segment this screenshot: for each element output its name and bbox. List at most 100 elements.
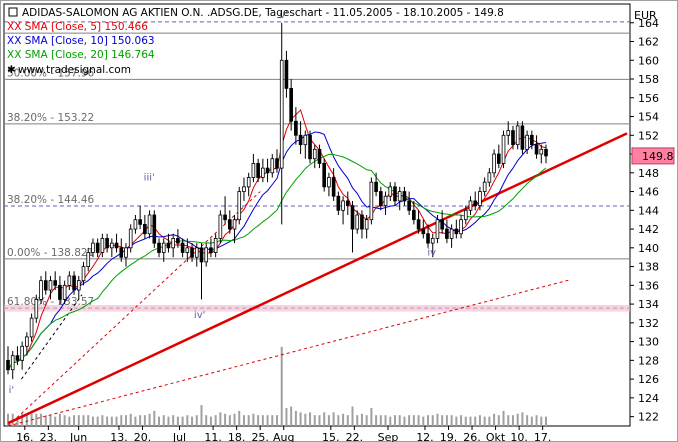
candle: [544, 144, 548, 164]
candle-body: [412, 209, 416, 221]
candle-body: [176, 238, 180, 244]
candle-body: [496, 153, 501, 164]
candle-body: [237, 191, 242, 221]
last-price-marker: [631, 147, 675, 165]
candle-body: [29, 317, 34, 338]
y-tick-label: 142: [638, 223, 659, 236]
x-tick-label: 19.: [440, 431, 458, 442]
candle: [81, 261, 86, 286]
dashed-trendline: [7, 279, 571, 427]
candle-body: [246, 177, 251, 188]
y-tick-label: 160: [638, 54, 659, 67]
candle: [166, 233, 171, 253]
volume-bar: [507, 415, 510, 426]
candle-body: [341, 200, 345, 211]
fib-level-label: 50.00% - 157.96: [7, 67, 95, 79]
candle: [341, 196, 345, 225]
volume-bar: [342, 413, 345, 426]
volume-bar: [450, 415, 453, 426]
candle-body: [501, 134, 506, 164]
candle: [515, 121, 520, 150]
candle-body: [350, 205, 355, 230]
volume-bar: [214, 415, 217, 426]
candle-body: [213, 238, 218, 253]
x-tick-label: 25.: [251, 431, 269, 442]
volume-bar: [441, 415, 444, 426]
candle-body: [10, 355, 15, 371]
volume-bar: [540, 416, 543, 426]
candle: [199, 243, 204, 300]
candle-body: [379, 191, 383, 207]
candle-body: [124, 247, 128, 258]
candle-body: [209, 247, 213, 253]
support-trendline: [7, 132, 628, 425]
volume-bar: [124, 415, 127, 426]
candle: [482, 177, 487, 197]
volume-bar: [96, 416, 99, 426]
volume-bar: [233, 413, 236, 426]
candle-body: [105, 238, 109, 249]
candle: [383, 191, 388, 215]
volume-bar: [294, 410, 297, 426]
volume-bar: [191, 416, 194, 426]
candle: [445, 219, 449, 244]
volume-bar: [176, 416, 179, 426]
volume-bar: [49, 415, 52, 426]
candle: [25, 332, 29, 356]
candle-body: [374, 181, 378, 192]
x-tick-label: 15.: [322, 431, 340, 442]
candle-body: [152, 214, 157, 244]
candle-body: [482, 181, 487, 192]
y-tick-label: 130: [638, 336, 659, 349]
candle-body: [303, 134, 308, 146]
source-link[interactable]: www.tradesignal.com: [18, 64, 131, 76]
candle: [289, 79, 293, 131]
candle: [152, 210, 157, 248]
volume-bar: [346, 415, 349, 426]
candle: [534, 135, 539, 159]
candle-body: [100, 238, 105, 253]
candle-body: [138, 219, 142, 225]
candle-body: [34, 298, 39, 319]
volume-bar: [7, 413, 9, 426]
candle-body: [15, 355, 20, 361]
candle-body: [143, 223, 147, 235]
candle: [303, 130, 308, 159]
candle-body: [539, 148, 544, 155]
volume-bar: [455, 416, 458, 426]
candle-body: [473, 200, 478, 207]
volume-bar: [360, 413, 363, 426]
candle-body: [67, 275, 72, 286]
candle-body: [256, 163, 260, 178]
candle: [496, 144, 501, 169]
fib-level-label: 38.20% - 153.22: [7, 112, 94, 124]
volume-bar: [497, 415, 500, 426]
candle-body: [43, 280, 48, 291]
candle: [511, 125, 515, 150]
volume-bar: [417, 415, 420, 426]
y-tick-label: 138: [638, 261, 659, 274]
volume-bar: [370, 408, 373, 426]
volume-bar: [68, 416, 71, 426]
volume-bar: [464, 416, 467, 426]
volume-bar: [162, 415, 165, 426]
title-checkbox-icon[interactable]: [8, 7, 18, 17]
candle: [128, 224, 133, 253]
volume-bar: [412, 415, 415, 426]
candle-body: [218, 214, 223, 239]
candle: [43, 271, 48, 295]
candle-body: [308, 134, 312, 160]
volume-bar: [431, 415, 434, 426]
candle-body: [336, 195, 341, 211]
volume-bar: [40, 413, 43, 426]
candle: [15, 346, 20, 366]
candle: [463, 205, 468, 225]
y-tick-label: 152: [638, 129, 659, 142]
candle: [29, 313, 34, 342]
candle: [430, 233, 435, 258]
volume-bar: [474, 416, 477, 426]
volume-bar: [389, 416, 392, 426]
y-tick-label: 144: [638, 204, 659, 217]
candle: [261, 158, 265, 183]
